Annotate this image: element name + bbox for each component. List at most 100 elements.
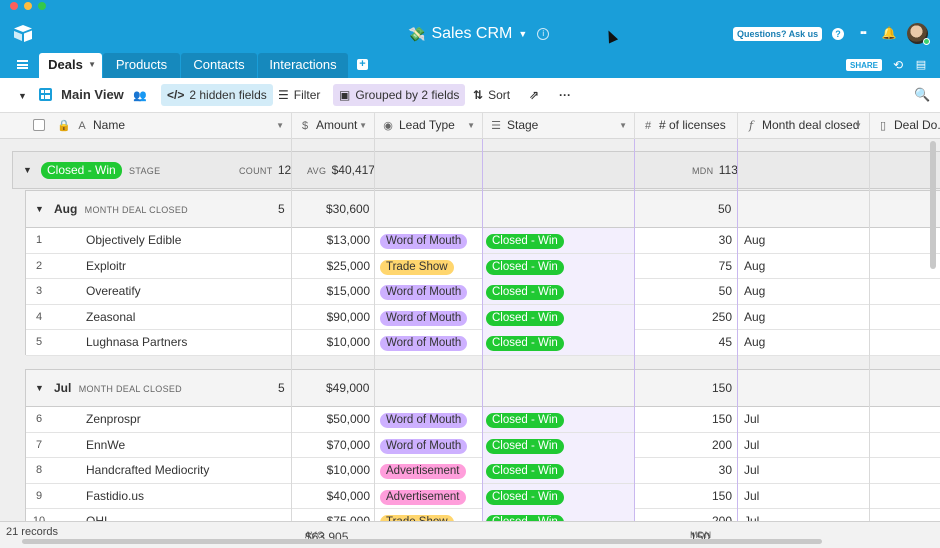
chevron-down-icon[interactable]: ▼ — [854, 121, 862, 130]
licenses-cell[interactable]: 75 — [718, 258, 732, 273]
table-row[interactable]: 1 Objectively Edible $13,000 Word of Mouth C… — [26, 228, 940, 254]
info-icon[interactable]: i — [537, 28, 550, 40]
table-row[interactable]: 2 Exploitr $25,000 Trade Show Closed - Win 75… — [26, 253, 940, 279]
column-header-name[interactable]: 🔒 A Name ▼ — [51, 113, 292, 139]
month-cell[interactable]: Jul — [744, 463, 760, 477]
lead-type-cell[interactable]: Trade Show — [380, 254, 484, 279]
name-cell[interactable]: Handcrafted Mediocrity — [86, 463, 210, 477]
table-row[interactable]: 5 Lughnasa Partners $10,000 Word of Mouth Cl… — [26, 330, 940, 356]
licenses-cell[interactable]: 150 — [711, 488, 732, 503]
user-avatar[interactable] — [907, 23, 928, 44]
month-cell[interactable]: Aug — [744, 309, 766, 324]
table-row[interactable]: 3 Overeatify $15,000 Word of Mouth Closed - … — [26, 279, 940, 305]
licenses-cell[interactable]: 30 — [718, 463, 732, 477]
amount-cell[interactable]: $15,000 — [326, 284, 370, 298]
amount-cell[interactable]: $13,000 — [326, 233, 370, 247]
month-cell[interactable]: Jul — [744, 514, 760, 521]
month-cell[interactable]: Aug — [744, 284, 766, 298]
stage-cell[interactable]: Closed - Win — [486, 330, 634, 355]
name-cell[interactable]: Zenprospr — [86, 412, 141, 426]
chevron-down-icon[interactable]: ▼ — [359, 121, 367, 130]
stage-cell[interactable]: Closed - Win — [486, 509, 634, 521]
table-row[interactable]: 7 EnnWe $70,000 Word of Mouth Closed - Win 20… — [26, 432, 940, 458]
column-header-month[interactable]: f Month deal closed ▼ — [738, 113, 870, 139]
amount-cell[interactable]: $50,000 — [326, 412, 370, 426]
minimize-window-button[interactable] — [24, 2, 32, 10]
add-table-icon[interactable]: + — [357, 59, 368, 70]
licenses-cell[interactable]: 45 — [718, 335, 732, 349]
help-icon[interactable]: ? — [830, 25, 846, 41]
view-switcher[interactable]: ▼ Main View 👥 — [18, 84, 147, 106]
name-cell[interactable]: Fastidio.us — [86, 488, 145, 503]
stage-cell[interactable]: Closed - Win — [486, 407, 634, 432]
month-cell[interactable]: Aug — [744, 258, 766, 273]
horizontal-scrollbar[interactable] — [22, 539, 822, 544]
stage-cell[interactable]: Closed - Win — [486, 433, 634, 458]
collapse-triangle-icon[interactable]: ▼ — [23, 165, 32, 175]
lead-type-cell[interactable]: Trade Show — [380, 509, 484, 521]
month-cell[interactable]: Jul — [744, 437, 760, 452]
month-cell[interactable]: Aug — [744, 233, 766, 247]
lead-type-cell[interactable]: Advertisement — [380, 484, 484, 509]
apps-grid-icon[interactable]: ▪▪ — [860, 27, 867, 39]
airtable-logo-icon[interactable] — [13, 24, 33, 42]
name-cell[interactable]: Exploitr — [86, 258, 127, 273]
more-options-icon[interactable]: ··· — [559, 88, 571, 102]
licenses-cell[interactable]: 150 — [711, 412, 732, 426]
column-header-deal-doc[interactable]: ▯ Deal Do... — [870, 113, 940, 139]
search-icon[interactable]: 🔍 — [914, 87, 931, 102]
close-window-button[interactable] — [10, 2, 18, 10]
vertical-scrollbar[interactable] — [930, 141, 936, 269]
notifications-bell-icon[interactable]: 🔔 — [881, 26, 897, 40]
lead-type-cell[interactable]: Word of Mouth — [380, 305, 484, 330]
filter-button[interactable]: ☰ Filter — [272, 84, 326, 106]
tab-deals[interactable]: Deals ▼ — [39, 53, 102, 78]
licenses-cell[interactable]: 200 — [711, 514, 732, 521]
table-row[interactable]: 6 Zenprospr $50,000 Word of Mouth Closed - W… — [26, 407, 940, 433]
hide-fields-button[interactable]: </> 2 hidden fields — [161, 84, 273, 106]
table-row[interactable]: 9 Fastidio.us $40,000 Advertisement Closed -… — [26, 483, 940, 509]
questions-button[interactable]: Questions? Ask us — [733, 27, 823, 41]
zoom-window-button[interactable] — [38, 2, 46, 10]
stage-cell[interactable]: Closed - Win — [486, 305, 634, 330]
stage-cell[interactable]: Closed - Win — [486, 228, 634, 253]
group-header-stage[interactable]: ▼ Closed - Win STAGE COUNT 12 AVG $40,41… — [12, 151, 940, 189]
amount-cell[interactable]: $90,000 — [326, 309, 370, 324]
stage-cell[interactable]: Closed - Win — [486, 458, 634, 483]
amount-cell[interactable]: $10,000 — [326, 335, 370, 349]
lead-type-cell[interactable]: Word of Mouth — [380, 330, 484, 355]
chevron-down-icon[interactable]: ▼ — [619, 121, 627, 130]
table-row[interactable]: 8 Handcrafted Mediocrity $10,000 Advertisem… — [26, 458, 940, 484]
table-row[interactable]: 4 Zeasonal $90,000 Word of Mouth Closed - Wi… — [26, 304, 940, 330]
lead-type-cell[interactable]: Word of Mouth — [380, 407, 484, 432]
chevron-down-icon[interactable]: ▼ — [276, 121, 284, 130]
name-cell[interactable]: Overeatify — [86, 284, 141, 298]
column-header-licenses[interactable]: # # of licenses — [635, 113, 738, 139]
licenses-cell[interactable]: 250 — [711, 309, 732, 324]
hamburger-menu-icon[interactable] — [17, 60, 28, 69]
column-header-lead-type[interactable]: ◉ Lead Type ▼ — [375, 113, 483, 139]
tab-interactions[interactable]: Interactions — [258, 53, 348, 78]
month-cell[interactable]: Jul — [744, 488, 760, 503]
name-cell[interactable]: Objectively Edible — [86, 233, 182, 247]
history-icon[interactable]: ⟲ — [892, 58, 904, 72]
lead-type-cell[interactable]: Word of Mouth — [380, 228, 484, 253]
stage-cell[interactable]: Closed - Win — [486, 254, 634, 279]
name-cell[interactable]: Lughnasa Partners — [86, 335, 188, 349]
month-cell[interactable]: Aug — [744, 335, 766, 349]
column-header-amount[interactable]: $ Amount ▼ — [292, 113, 375, 139]
stage-cell[interactable]: Closed - Win — [486, 279, 634, 304]
sort-button[interactable]: ⇅ Sort — [467, 84, 516, 106]
licenses-cell[interactable]: 50 — [718, 284, 732, 298]
name-cell[interactable]: Zeasonal — [86, 309, 136, 324]
group-button[interactable]: ▣ Grouped by 2 fields — [333, 84, 466, 106]
select-all-checkbox[interactable] — [33, 119, 45, 131]
share-button[interactable]: SHARE — [846, 59, 883, 71]
name-cell[interactable]: EnnWe — [86, 437, 126, 452]
chevron-down-icon[interactable]: ▼ — [467, 121, 475, 130]
share-view-icon[interactable]: ⇗ — [529, 88, 540, 102]
lead-type-cell[interactable]: Word of Mouth — [380, 279, 484, 304]
lead-type-cell[interactable]: Word of Mouth — [380, 433, 484, 458]
licenses-cell[interactable]: 30 — [718, 233, 732, 247]
amount-cell[interactable]: $25,000 — [326, 258, 370, 273]
